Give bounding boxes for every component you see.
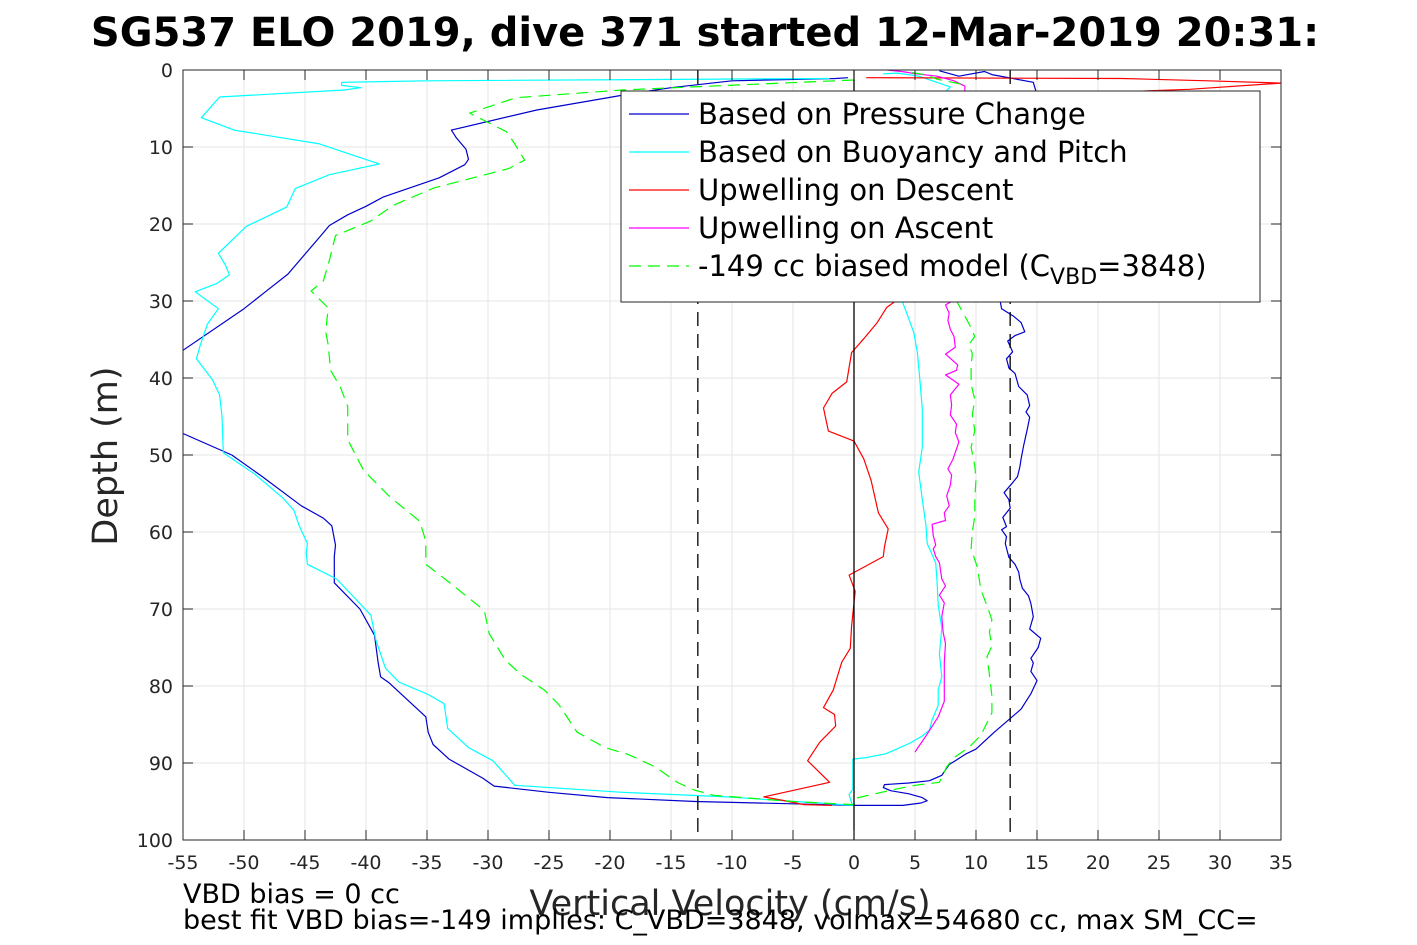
y-tick-label: 0 [161,60,173,82]
x-tick-label: -45 [289,852,320,874]
x-tick-label: 0 [848,852,860,874]
legend-label: Based on Pressure Change [698,97,1086,131]
x-tick-label: 10 [964,852,988,874]
x-tick-label: -40 [350,852,381,874]
x-tick-label: -20 [594,852,625,874]
legend-label: -149 cc biased model (CVBD=3848) [698,249,1207,290]
legend-label: Upwelling on Descent [698,173,1014,207]
x-tick-label: 15 [1025,852,1049,874]
y-tick-label: 50 [149,445,173,467]
x-axis-label: Vertical Velocity (cm/s) [529,884,930,924]
series-line-1 [194,72,952,807]
y-tick-label: 80 [149,676,173,698]
x-tick-label: 5 [909,852,921,874]
y-tick-label: 10 [149,137,173,159]
legend-box [620,90,1261,303]
x-tick-label: -50 [228,852,259,874]
y-tick-label: 30 [149,291,173,313]
x-tick-label: -35 [411,852,442,874]
series-line-0 [183,70,1048,807]
x-tick-label: 20 [1086,852,1110,874]
x-tick-label: -25 [533,852,564,874]
chart-title: SG537 ELO 2019, dive 371 started 12-Mar-… [91,10,1319,56]
y-tick-label: 20 [149,214,173,236]
y-tick-label: 90 [149,753,173,775]
x-tick-label: -30 [472,852,503,874]
x-tick-label: -55 [167,852,198,874]
x-tick-label: 30 [1208,852,1232,874]
y-axis-label: Depth (m) [86,366,126,545]
best-fit-annotation: best fit VBD bias=-149 implies: C_VBD=38… [183,905,1258,936]
y-axis-ticks: 0 10 20 30 40 50 60 70 80 90 100 [137,60,1281,852]
legend-label: Upwelling on Ascent [698,211,993,245]
x-tick-label: -10 [716,852,747,874]
x-tick-label: -15 [655,852,686,874]
bias-annotation: VBD bias = 0 cc [183,879,400,910]
y-tick-label: 60 [149,522,173,544]
x-tick-label: 35 [1269,852,1293,874]
y-tick-label: 40 [149,368,173,390]
series-line-4 [310,70,993,806]
x-tick-label: -5 [784,852,803,874]
x-tick-label: 25 [1147,852,1171,874]
y-tick-label: 70 [149,599,173,621]
legend: Based on Pressure Change Based on Buoyanc… [620,90,1261,303]
y-tick-label: 100 [137,830,173,852]
legend-label: Based on Buoyancy and Pitch [698,135,1128,169]
x-axis-ticks: -55 -50 -45 -40 -35 -30 -25 -20 -15 -10 -5 0 5 10 15 20… [167,70,1293,874]
